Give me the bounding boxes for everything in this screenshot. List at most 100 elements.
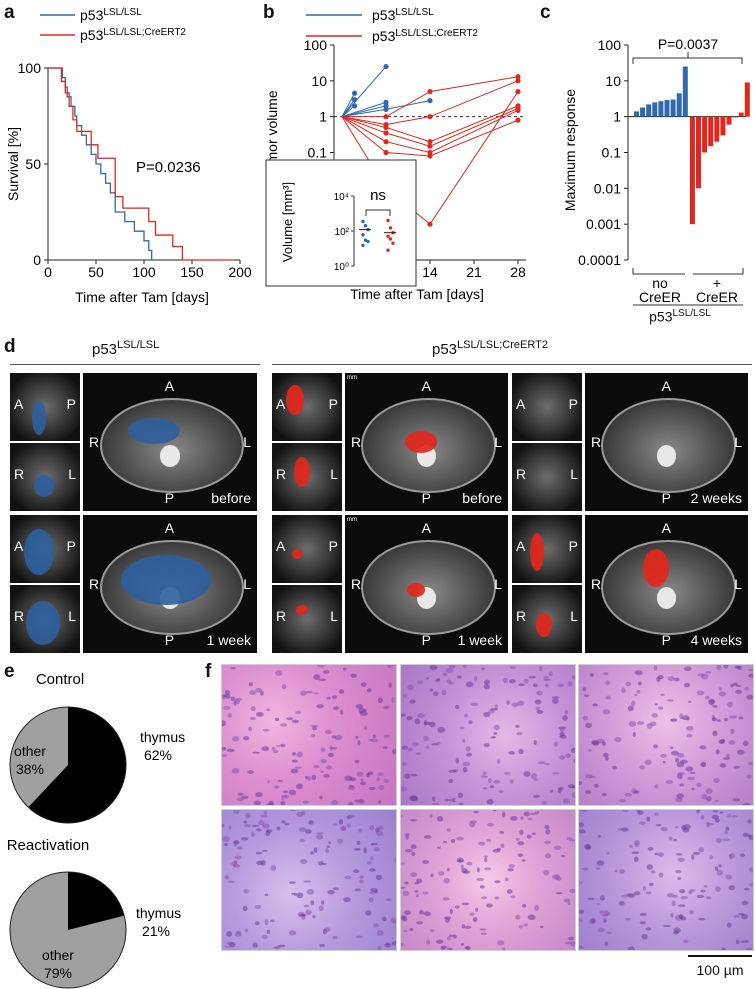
nucleus: [241, 795, 249, 799]
nucleus: [320, 747, 326, 753]
nucleus: [548, 671, 553, 677]
mri-orient-label: R: [89, 434, 100, 450]
nucleus: [668, 836, 673, 841]
nucleus: [219, 720, 227, 727]
nucleus: [747, 819, 752, 824]
mri-orient-label: P: [328, 396, 338, 412]
nucleus: [370, 843, 374, 846]
nucleus: [394, 857, 398, 863]
nucleus: [313, 764, 320, 769]
response-group-labels: [632, 268, 744, 306]
nucleus: [404, 848, 413, 853]
nucleus: [299, 838, 305, 843]
nucleus: [691, 787, 695, 791]
mri-orient-label: R: [516, 466, 527, 482]
tumor-line-1-0: [342, 76, 519, 118]
nucleus: [464, 946, 470, 950]
nucleus: [649, 882, 654, 887]
nucleus: [255, 711, 264, 717]
nucleus: [354, 888, 361, 892]
nucleus: [296, 811, 304, 817]
nucleus: [326, 845, 331, 848]
nucleus: [298, 913, 307, 917]
nucleus: [499, 830, 505, 834]
nucleus: [726, 753, 730, 759]
nucleus: [534, 778, 538, 781]
nucleus: [483, 855, 489, 858]
nucleus: [723, 662, 729, 669]
nucleus: [709, 702, 714, 706]
nucleus: [344, 775, 353, 781]
nucleus: [510, 815, 518, 821]
nucleus: [501, 811, 506, 818]
nucleus: [347, 814, 356, 818]
nucleus: [518, 748, 524, 755]
nucleus: [219, 754, 228, 757]
panel-letter-b: b: [263, 2, 275, 23]
nucleus: [746, 774, 752, 779]
nucleus: [727, 813, 731, 818]
nucleus: [736, 749, 745, 755]
nucleus: [234, 931, 242, 937]
panel-letter-c: c: [540, 2, 551, 23]
nucleus: [571, 675, 578, 681]
nucleus: [680, 759, 688, 764]
nucleus: [749, 867, 755, 873]
nucleus: [683, 666, 692, 672]
nucleus: [296, 783, 304, 790]
nucleus: [383, 734, 391, 738]
nucleus: [532, 794, 541, 798]
nucleus: [727, 701, 733, 708]
tumor-line-1-1: [341, 80, 519, 126]
nucleus: [671, 900, 676, 907]
nucleus: [403, 910, 411, 915]
tumor-line-0-2: [341, 99, 355, 117]
nucleus: [325, 847, 329, 854]
nucleus: [645, 891, 652, 895]
nucleus: [507, 868, 514, 872]
nucleus: [277, 779, 284, 782]
survival-x-tick-label: 50: [88, 264, 104, 280]
nucleus: [268, 800, 275, 807]
nucleus: [493, 724, 500, 731]
nucleus: [492, 848, 501, 853]
mri-orient-label: L: [330, 608, 338, 624]
mri-orient-label: P: [66, 538, 76, 554]
nucleus: [391, 697, 395, 703]
nucleus: [709, 855, 714, 860]
nucleus: [425, 914, 431, 917]
nucleus: [484, 857, 488, 863]
nucleus: [639, 912, 647, 916]
nucleus: [480, 932, 487, 936]
response-bar: [664, 100, 670, 117]
nucleus: [677, 857, 685, 863]
nucleus: [576, 917, 583, 922]
nucleus: [329, 745, 333, 751]
nucleus: [369, 891, 376, 895]
mri-orient-label: L: [494, 576, 502, 592]
nucleus: [698, 917, 706, 921]
panel-letter-e: e: [4, 661, 15, 682]
nucleus: [622, 807, 629, 813]
nucleus: [536, 690, 543, 696]
nucleus: [729, 715, 737, 719]
nucleus: [247, 770, 254, 774]
mri-orient-label: R: [14, 466, 25, 482]
response-bar: [689, 116, 695, 225]
nucleus: [478, 841, 486, 846]
nucleus: [486, 798, 494, 805]
nucleus: [461, 868, 468, 874]
nucleus: [407, 747, 414, 752]
nucleus: [457, 857, 464, 863]
nucleus: [486, 903, 493, 908]
nucleus: [436, 742, 441, 745]
nucleus: [354, 799, 359, 803]
nucleus: [632, 731, 636, 737]
legend-label-lsl: p53LSL/LSL: [80, 7, 142, 23]
nucleus: [598, 910, 605, 914]
mri-orient-label: P: [164, 490, 175, 506]
nucleus: [273, 946, 281, 949]
nucleus: [675, 869, 682, 874]
nucleus: [680, 895, 688, 900]
